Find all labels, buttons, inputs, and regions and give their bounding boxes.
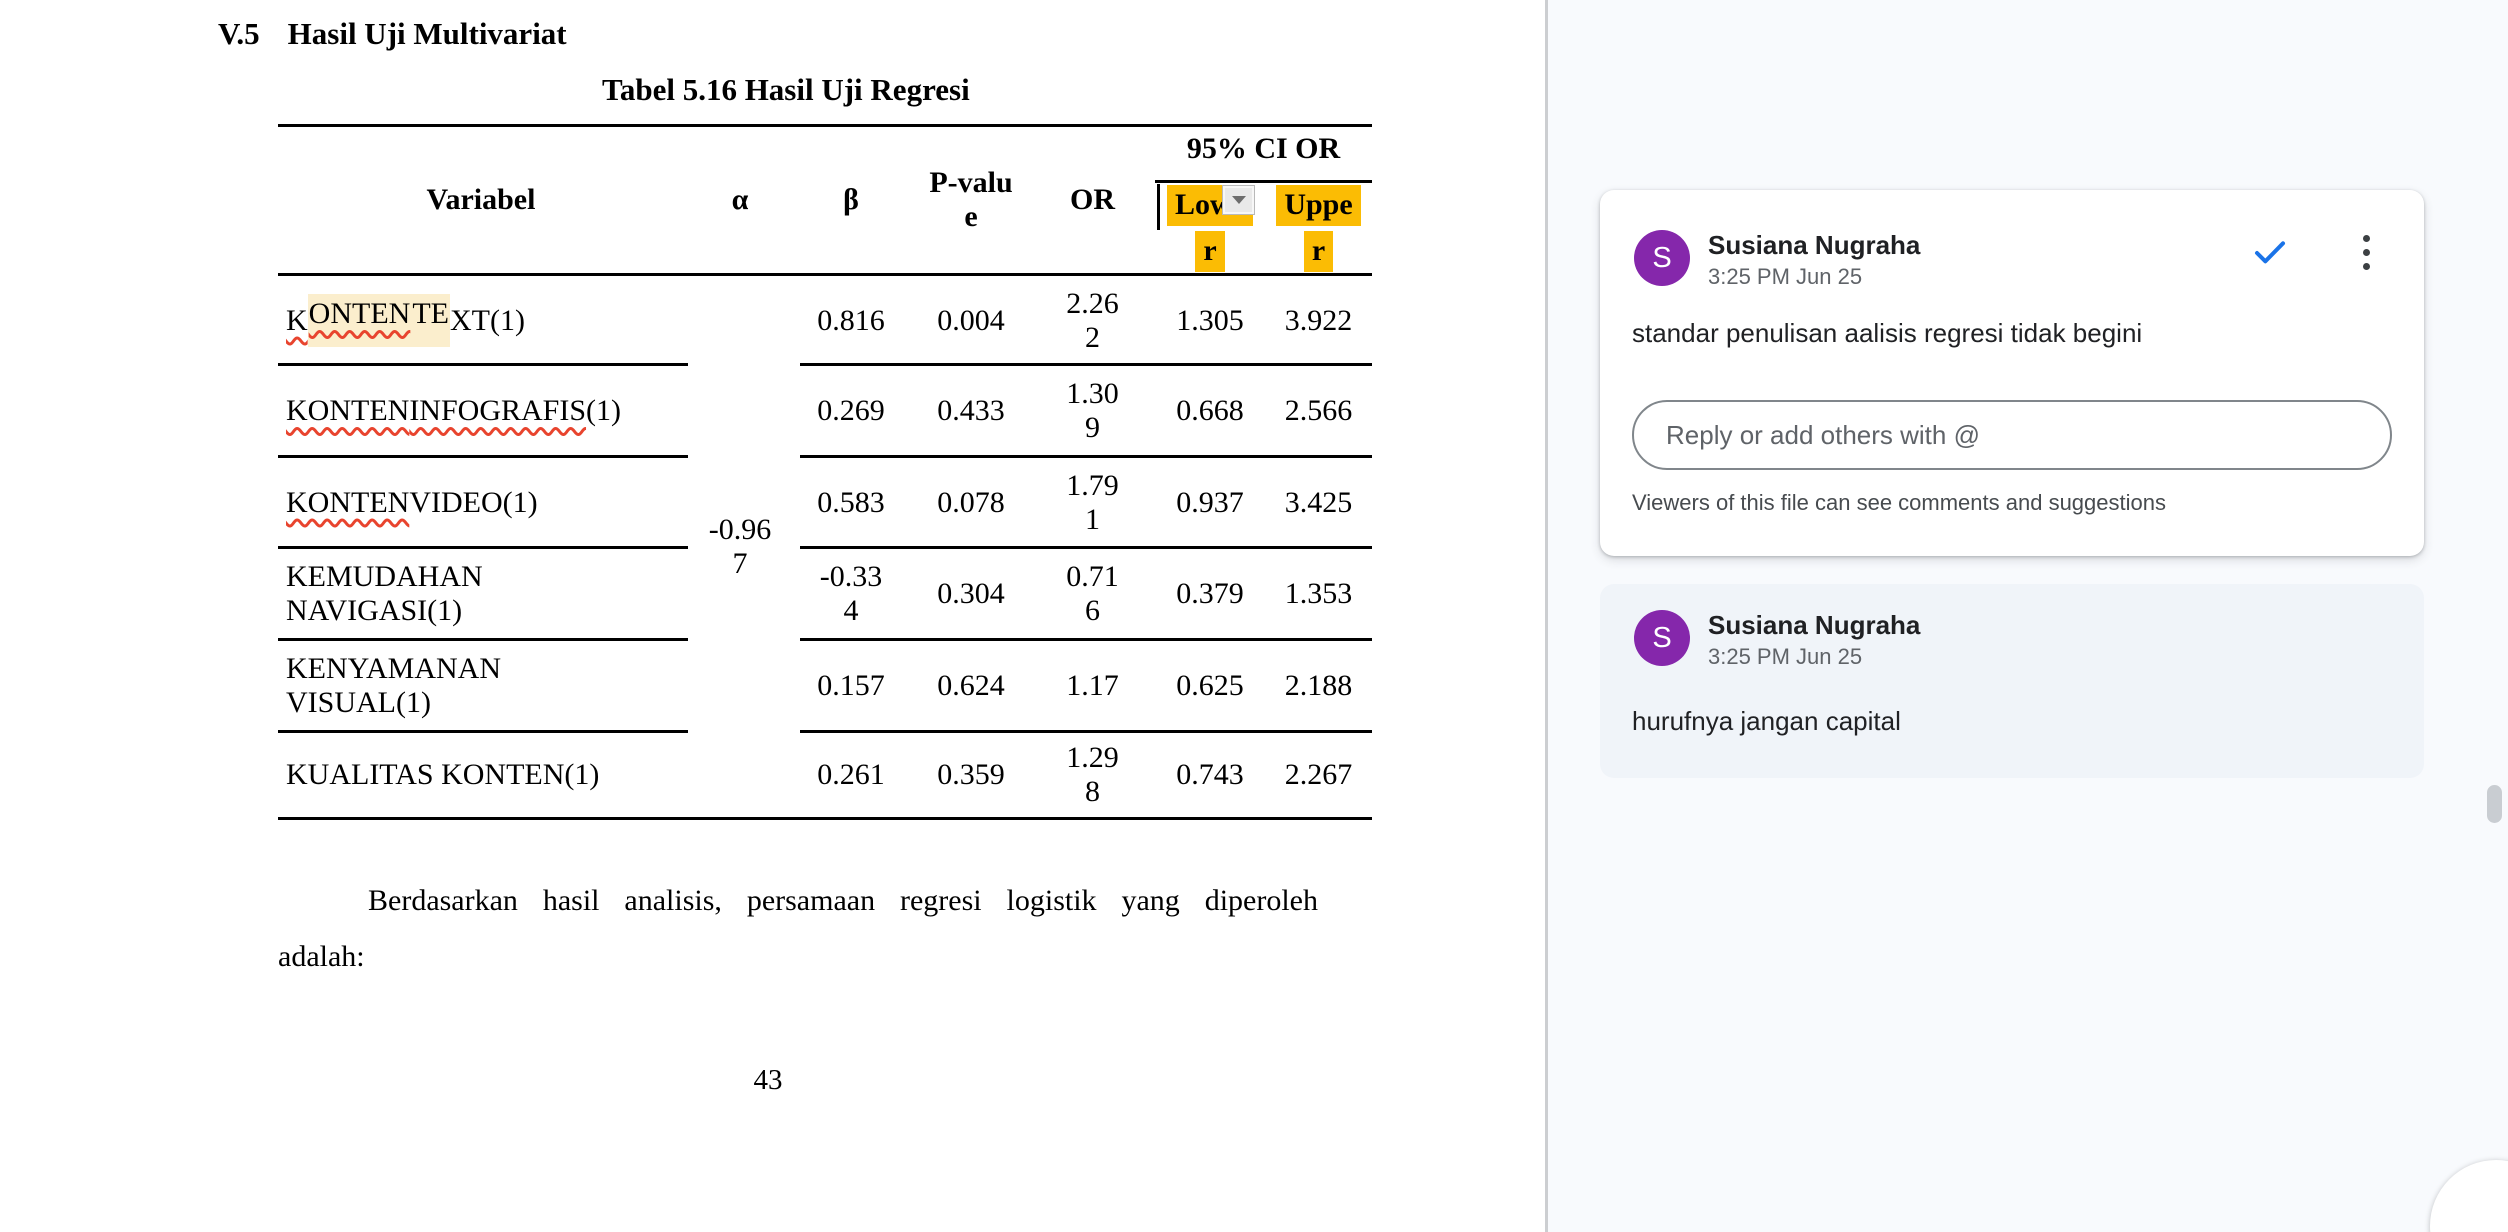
avatar-initial: S	[1652, 621, 1672, 654]
check-icon	[2255, 241, 2285, 264]
ci-group-underline	[1155, 180, 1372, 183]
header-ci-group: 95% CI OR	[1186, 132, 1341, 165]
header-upper: Uppe r	[1265, 182, 1372, 274]
body-paragraph-line1: Berdasarkan hasil analisis, persamaan re…	[368, 884, 1318, 917]
variable-cell: KENYAMANAN VISUAL(1)	[286, 652, 501, 719]
avatar: S	[1634, 610, 1690, 666]
row-separator	[800, 638, 1372, 641]
variable-cell: K ONTEN TE XT(1)	[286, 276, 676, 365]
or-cell: 0.71 6	[1066, 560, 1119, 627]
upper-cell: 1.353	[1284, 577, 1353, 610]
panel-divider	[1545, 0, 1548, 1232]
beta-cell: 0.816	[817, 303, 885, 337]
variable-cell: KEMUDAHAN NAVIGASI(1)	[286, 560, 483, 627]
text-cursor	[1157, 184, 1160, 230]
table-top-border	[278, 124, 1372, 127]
scrollbar-thumb[interactable]	[2487, 785, 2502, 823]
header-beta: β	[843, 183, 859, 216]
lower-cell: 0.379	[1176, 577, 1244, 610]
body-paragraph-line2: adalah:	[278, 940, 365, 973]
comment-options-button[interactable]	[2344, 230, 2388, 274]
comment-author: Susiana Nugraha	[1708, 230, 1921, 260]
comment-anchor-highlight[interactable]: TE	[411, 294, 450, 347]
beta-cell: 0.269	[817, 394, 885, 427]
beta-cell: 0.157	[817, 669, 885, 702]
upper-cell: 2.188	[1284, 669, 1353, 702]
table-caption: Tabel 5.16 Hasil Uji Regresi	[602, 72, 970, 107]
lower-cell: 0.743	[1176, 757, 1244, 791]
comment-visibility-note: Viewers of this file can see comments an…	[1632, 490, 2166, 515]
beta-cell: 0.261	[817, 757, 885, 791]
lower-cell: 0.625	[1176, 669, 1244, 702]
pvalue-cell: 0.004	[937, 303, 1005, 337]
or-cell: 1.79 1	[1066, 468, 1119, 536]
reply-input[interactable]	[1632, 400, 2392, 470]
or-cell: 1.30 9	[1066, 377, 1119, 444]
comment-text: standar penulisan aalisis regresi tidak …	[1632, 318, 2143, 348]
table-bottom-border	[278, 817, 1372, 820]
upper-cell: 3.425	[1284, 485, 1353, 519]
section-heading: V.5 Hasil Uji Multivariat	[218, 16, 567, 52]
variable-cell: KONTEN INFOGRAFIS (1)	[286, 394, 622, 427]
row-separator	[800, 546, 1372, 549]
comments-panel: S Susiana Nugraha 3:25 PM Jun 25 standar…	[1548, 0, 2508, 1232]
lower-header-dropdown-button[interactable]	[1223, 186, 1254, 214]
or-cell: 1.29 8	[1066, 740, 1119, 808]
lower-cell: 0.937	[1176, 485, 1244, 519]
comment-timestamp: 3:25 PM Jun 25	[1708, 264, 1863, 289]
upper-cell: 3.922	[1284, 303, 1353, 337]
resolve-comment-button[interactable]	[2248, 230, 2292, 274]
page-number: 43	[753, 1064, 783, 1096]
row-separator	[278, 455, 688, 458]
pvalue-cell: 0.304	[937, 577, 1005, 610]
row-separator	[800, 455, 1372, 458]
or-cell: 1.17	[1066, 669, 1119, 702]
pvalue-cell: 0.433	[937, 394, 1005, 427]
caret-down-icon	[1231, 196, 1246, 204]
pvalue-cell: 0.359	[937, 757, 1005, 791]
header-bottom-border	[278, 273, 1372, 276]
row-separator	[278, 546, 688, 549]
header-alpha: α	[731, 183, 749, 216]
row-separator	[278, 730, 688, 733]
pvalue-cell: 0.078	[937, 485, 1005, 519]
more-vert-icon	[2362, 234, 2370, 270]
avatar: S	[1634, 230, 1690, 286]
beta-cell: 0.583	[817, 485, 885, 519]
header-variable: Variabel	[426, 183, 536, 216]
pvalue-cell: 0.624	[937, 669, 1005, 702]
regression-table: Variabel α β P-valu e OR 95% CI OR Lowe …	[278, 124, 1372, 824]
document-page: V.5 Hasil Uji Multivariat Tabel 5.16 Hasi…	[218, 16, 1372, 1096]
row-separator	[800, 730, 1372, 733]
lower-cell: 0.668	[1176, 394, 1244, 427]
variable-cell: KUALITAS KONTEN(1)	[286, 757, 600, 791]
lower-cell: 1.305	[1176, 303, 1244, 337]
variable-cell: KONTEN VIDEO(1)	[286, 485, 538, 519]
comment-anchor-highlight[interactable]: ONTEN	[307, 294, 412, 347]
row-separator	[278, 638, 688, 641]
avatar-initial: S	[1652, 241, 1672, 274]
section-title: Hasil Uji Multivariat	[287, 16, 567, 51]
comment-timestamp: 3:25 PM Jun 25	[1708, 644, 1863, 669]
beta-cell: -0.33 4	[819, 560, 883, 627]
section-number: V.5	[218, 16, 260, 51]
comment-text: hurufnya jangan capital	[1632, 706, 1901, 736]
alpha-merged-cell: -0.96 7	[708, 512, 772, 580]
row-separator	[800, 363, 1372, 366]
header-or: OR	[1070, 183, 1115, 216]
header-pvalue: P-valu e	[929, 166, 1013, 233]
active-comment-anchor[interactable]: Uppe r	[1276, 185, 1361, 272]
upper-cell: 2.267	[1284, 757, 1353, 791]
comment-card-active[interactable]: S Susiana Nugraha 3:25 PM Jun 25 standar…	[1600, 190, 2424, 556]
comment-author: Susiana Nugraha	[1708, 610, 1921, 640]
comment-card-inactive[interactable]: S Susiana Nugraha 3:25 PM Jun 25 hurufny…	[1600, 584, 2424, 778]
upper-cell: 2.566	[1284, 394, 1353, 427]
row-separator	[278, 363, 688, 366]
or-cell: 2.26 2	[1066, 286, 1119, 354]
